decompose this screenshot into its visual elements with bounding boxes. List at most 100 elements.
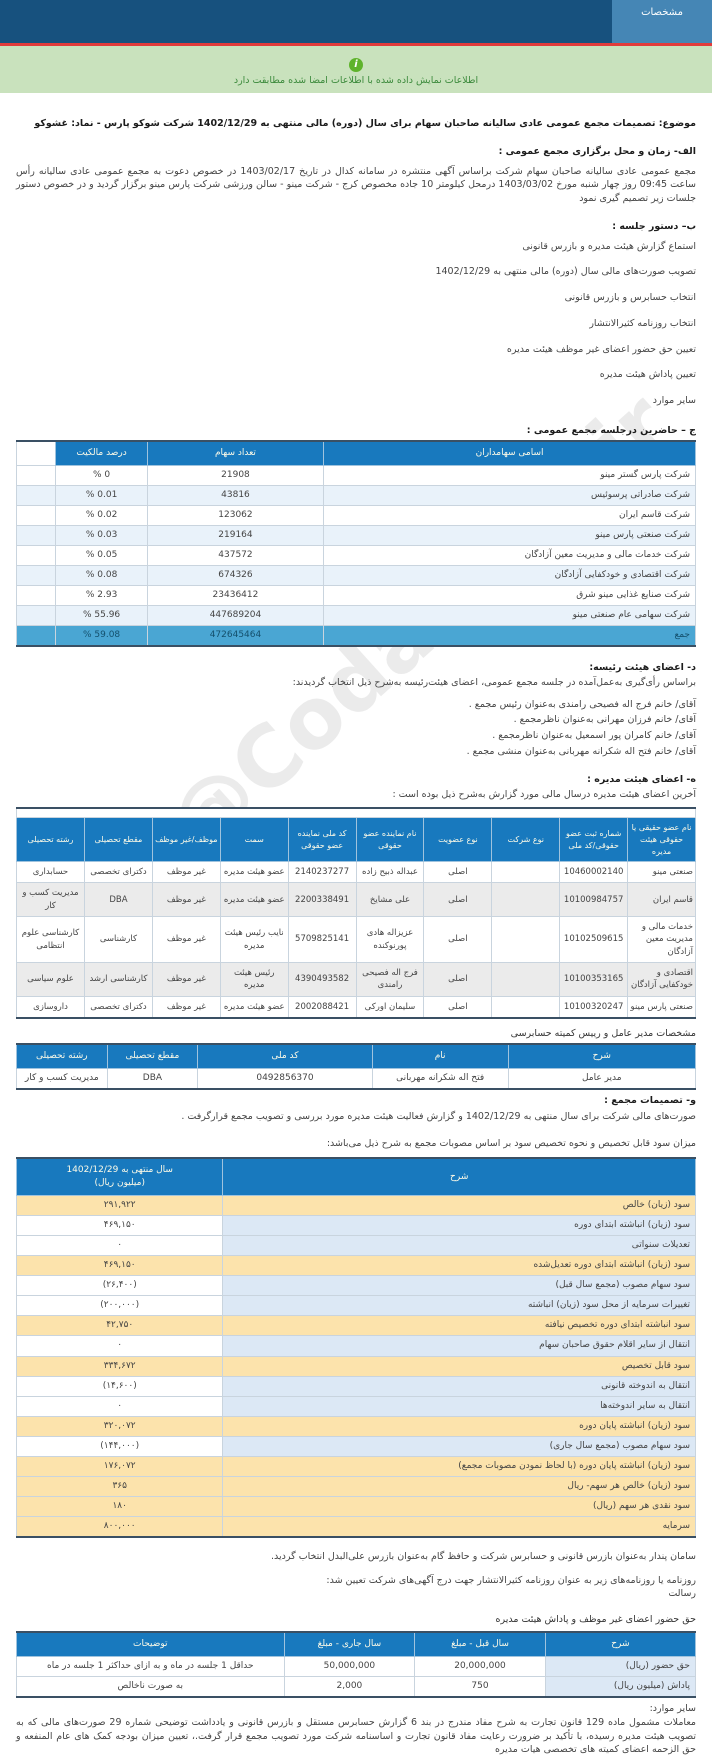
table-row: قاسم ایران 10100984757 اصلی علی مشایخ 220033… [16,882,696,918]
section-a-body: مجمع عمومی عادی سالیانه صاحبان سهام شرکت… [16,165,696,205]
presidium-member: آقای/ خانم فرج اله فصیحی رامندی به‌عنوان… [468,698,696,710]
cell: DBA [83,882,153,918]
cell: غیر موظف [151,882,221,918]
table-row: سود (زیان) انباشته ابتدای دوره ۴۶۹,۱۵۰ [15,1215,696,1237]
auditor-text: سامان پندار به‌عنوان بازرس قانونی و حساب… [271,1550,696,1562]
cell: 2002088421 [287,995,357,1019]
cell: سرمایه [222,1515,696,1538]
cell: DBA [106,1067,199,1090]
cell: فرج اله فصیحی رامندی [355,961,425,997]
cell: شرکت پارس گستر مینو [323,464,696,486]
cell: % 0.02 [55,504,148,526]
cell: 437572 [146,544,325,567]
cell: ۰ [15,1395,224,1417]
ceo-table-container: شرح نام کد ملی مقطع تحصیلی رشته تحصیلی مدیر ع… [16,1042,697,1090]
attendees-table-title: ج – حاضرین درجلسه مجمع عمومی : [526,424,696,436]
column-header: سال منتهی به 1402/12/29 (میلیون ریال) [15,1157,224,1197]
column-header: کد ملی نماینده عضو حقوقی [287,817,357,863]
table-row: تغییرات سرمایه از محل سود (زیان) انباشته… [15,1295,696,1317]
table-row: انتقال به اندوخته قانونی (۱۴,۶۰۰) [15,1375,696,1397]
table-row: سود سهام مصوب (مجمع سال قبل) (۲۶,۴۰۰) [15,1275,696,1297]
column-header: موظف/غیر موظف [151,817,221,863]
agenda-item: استماع گزارش هیئت مدیره و بازرس قانونی [522,240,696,252]
red-divider [0,43,712,46]
cell: عبداله ذبیح زاده [355,861,425,884]
column-header: تعداد سهام [146,440,325,466]
cell [15,605,57,627]
cell: مدیریت کسب و کار [16,882,85,918]
table-row: شرکت سهامی عام صنعتی مینو 447689204% 55.9… [15,605,696,627]
presidium-member: آقای/ خانم فرزان مهرانی به‌عنوان ناظرمجم… [513,714,696,726]
cell: % 0.01 [55,484,148,506]
table-row: سود (زیان) انباشته پایان دوره (با لحاظ ن… [15,1455,696,1477]
cell: % 55.96 [55,605,148,627]
table-row: سود (زیان) انباشته ابتدای دوره تعدیل‌شده… [15,1255,696,1277]
cell: سود (زیان) انباشته پایان دوره [222,1415,696,1437]
table-row: سود انباشته ابتدای دوره تخصیص نیافته ۴۲,۷… [15,1315,696,1337]
cell: انتقال از سایر اقلام حقوق صاحبان سهام [222,1335,696,1357]
cell: 10100353165 [559,961,629,997]
cell: 2140237277 [287,861,357,884]
cell: تغییرات سرمایه از محل سود (زیان) انباشته [222,1295,696,1317]
agenda-item: انتخاب روزنامه کثیرالانتشار [589,317,696,329]
tab-specifications[interactable]: مشخصات [612,0,712,43]
compensation-table-container: شرح سال قبل - مبلغ سال جاری - مبلغ توضیحات ح… [16,1631,697,1699]
column-header: نام [371,1043,509,1069]
cell: ۴۶۹,۱۵۰ [15,1215,224,1237]
section-b-title: ب– دستور جلسه : [612,220,696,232]
cell: % 0.05 [55,544,148,567]
cell: صنعتی پارس مینو [627,995,696,1019]
cell: مدیر عامل [507,1067,697,1090]
cell [15,504,57,526]
column-header: رشته تحصیلی [16,1043,108,1069]
cell: پاداش (میلیون ریال) [544,1676,697,1698]
ceo-table-title: مشخصات مدیر عامل و رییس کمیته حسابرسی [510,1027,696,1039]
signature-match-alert: i اطلاعات نمایش داده شده با اطلاعات امضا… [0,46,712,93]
table-row: اقتصادی و خودکفایی آزادگان 10100353165 اصل… [16,961,696,997]
cell: اصلی [423,961,493,997]
table-row: شرکت پارس گستر مینو 21908% 0 [15,464,696,486]
cell: سود انباشته ابتدای دوره تخصیص نیافته [222,1315,696,1337]
column-header: اسامی سهامداران [323,440,696,466]
cell: (۱۴۴,۰۰۰) [15,1435,224,1457]
table-row: تعدیلات سنواتی ۰ [15,1235,696,1257]
cell: 447689204 [146,605,325,627]
cell [491,995,561,1019]
cell: ۴۲,۷۵۰ [15,1315,224,1337]
column-header: رشته تحصیلی [16,817,85,863]
column-header: شماره ثبت عضو حقوقی/کد ملی [559,817,629,863]
cell: حسابداری [16,861,85,884]
info-icon: i [349,58,363,72]
cell: % 0 [55,464,148,486]
cell: عضو هیئت مدیره [219,995,289,1019]
cell: سود سهام مصوب (مجمع سال قبل) [222,1275,696,1297]
table-row: سود (زیان) خالص هر سهم- ریال ۳۶۵ [15,1475,696,1497]
cell [15,524,57,546]
table-row: سود (زیان) خالص ۲۹۱,۹۲۲ [15,1195,696,1217]
cell: ۳۳۴,۶۷۲ [15,1355,224,1377]
cell: شرکت اقتصادی و خودکفایی آزادگان [323,564,696,587]
cell: اصلی [423,882,493,918]
cell: ۸۰۰,۰۰۰ [15,1515,224,1538]
cell: علوم سیاسی [16,961,85,997]
cell [15,585,57,607]
cell: سود (زیان) انباشته ابتدای دوره [222,1215,696,1237]
table-row: صنعتی مینو 10460002140 اصلی عبداله ذبیح زاد… [16,861,696,884]
table-row: شرکت صنایع غذایی مینو شرق 23436412% 2.93 [15,585,696,607]
cell [491,916,561,963]
table-row: جمع 472645464% 59.08 [15,625,696,647]
cell: 219164 [146,524,325,546]
cell: داروسازی [16,995,85,1019]
cell: شرکت سهامی عام صنعتی مینو [323,605,696,627]
other-items-body: معاملات مشمول ماده 129 قانون تجارت به شر… [16,1716,697,1756]
cell: کارشناسی علوم انتظامی [16,916,85,963]
cell: 23436412 [146,585,325,607]
table-row: شرکت قاسم ایران 123062% 0.02 [15,504,696,526]
cell: 472645464 [146,625,325,647]
compensation-table-title: حق حضور اعضای غیر موظف و پاداش هیئت مدیر… [495,1614,696,1626]
cell: 750 [414,1676,546,1698]
cell: کارشناسی [83,916,153,963]
cell: عزیزاله هادی پورنوکنده [355,916,425,963]
cell: 10100320247 [559,995,629,1019]
agenda-item: تعیین حق حضور اعضای غیر موظف هیئت مدیره [506,343,696,355]
